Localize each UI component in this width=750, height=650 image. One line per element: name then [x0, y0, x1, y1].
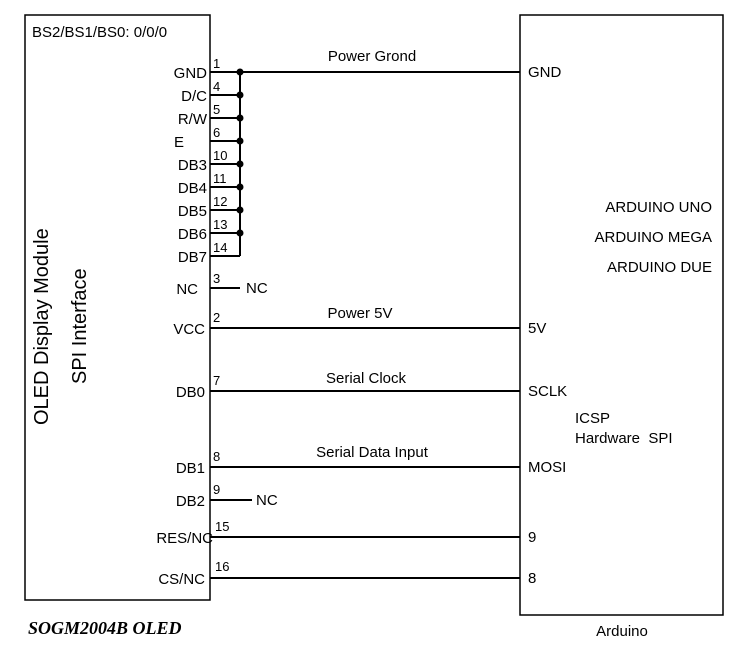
pin-number: 2 — [213, 310, 220, 325]
oled-caption: SOGM2004B OLED — [28, 618, 182, 638]
signal-label-mosi: Serial Data Input — [316, 444, 429, 461]
pin-name-db1: DB1 — [176, 460, 205, 477]
junction-dot — [236, 229, 244, 237]
junction-dot — [236, 206, 244, 214]
junction-dot — [236, 91, 244, 99]
pin-number: 7 — [213, 373, 220, 388]
arduino-pin-5v: 5V — [528, 320, 546, 337]
arduino-pin-9: 9 — [528, 529, 536, 546]
pin-name-db0: DB0 — [176, 384, 205, 401]
junction-dot — [236, 160, 244, 168]
pin-number: 15 — [215, 519, 229, 534]
pin-name-db7: DB7 — [178, 249, 207, 266]
hardware-spi-label: Hardware SPI — [575, 430, 673, 447]
board-name-uno: ARDUINO UNO — [605, 199, 712, 216]
arduino-pin-gnd: GND — [528, 64, 562, 81]
oled-module-box — [24, 14, 211, 601]
bus-select-label: BS2/BS1/BS0: 0/0/0 — [32, 24, 167, 41]
pin-name-nc: NC — [176, 281, 198, 298]
arduino-pin-mosi: MOSI — [528, 459, 566, 476]
pin-name-dc: D/C — [181, 88, 207, 105]
signal-label-gnd: Power Grond — [328, 48, 416, 65]
pin-number: 8 — [213, 449, 220, 464]
pin-number: 5 — [213, 102, 220, 117]
pin-name-gnd: GND — [174, 65, 208, 82]
junction-dot — [236, 137, 244, 145]
pin-number: 4 — [213, 79, 220, 94]
arduino-pin-sclk: SCLK — [528, 383, 567, 400]
icsp-label: ICSP — [575, 410, 610, 427]
pin-name-db2: DB2 — [176, 493, 205, 510]
pin-number: 16 — [215, 559, 229, 574]
pin-number: 14 — [213, 240, 227, 255]
pin-number: 3 — [213, 271, 220, 286]
pin-name-res: RES/NC — [156, 530, 213, 547]
arduino-module-box — [519, 14, 724, 616]
pin-number: 6 — [213, 125, 220, 140]
pin-name-db6: DB6 — [178, 226, 207, 243]
nc-label-pin3: NC — [246, 280, 268, 297]
arduino-caption: Arduino — [596, 623, 648, 640]
pin-name-vcc: VCC — [173, 321, 205, 338]
pin-name-db3: DB3 — [178, 157, 207, 174]
pin-name-e: E — [174, 134, 184, 151]
board-name-due: ARDUINO DUE — [607, 259, 712, 276]
pin-number: 1 — [213, 56, 220, 71]
pin-name-db4: DB4 — [178, 180, 207, 197]
junction-dot — [236, 183, 244, 191]
pin-name-cs: CS/NC — [158, 571, 205, 588]
pin-number: 9 — [213, 482, 220, 497]
oled-title-line1: OLED Display Module — [31, 228, 53, 425]
board-name-mega: ARDUINO MEGA — [594, 229, 712, 246]
pin-number: 13 — [213, 217, 227, 232]
pin-number: 10 — [213, 148, 227, 163]
pin-number: 12 — [213, 194, 227, 209]
pin-name-rw: R/W — [178, 111, 208, 128]
nc-label-pin9: NC — [256, 492, 278, 509]
signal-label-vcc: Power 5V — [327, 305, 392, 322]
arduino-pin-8: 8 — [528, 570, 536, 587]
signal-label-sclk: Serial Clock — [326, 370, 407, 387]
oled-title-line2: SPI Interface — [69, 268, 91, 384]
pin-name-db5: DB5 — [178, 203, 207, 220]
ground-bus — [210, 68, 244, 257]
junction-dot — [236, 114, 244, 122]
pin-number: 11 — [213, 171, 227, 186]
